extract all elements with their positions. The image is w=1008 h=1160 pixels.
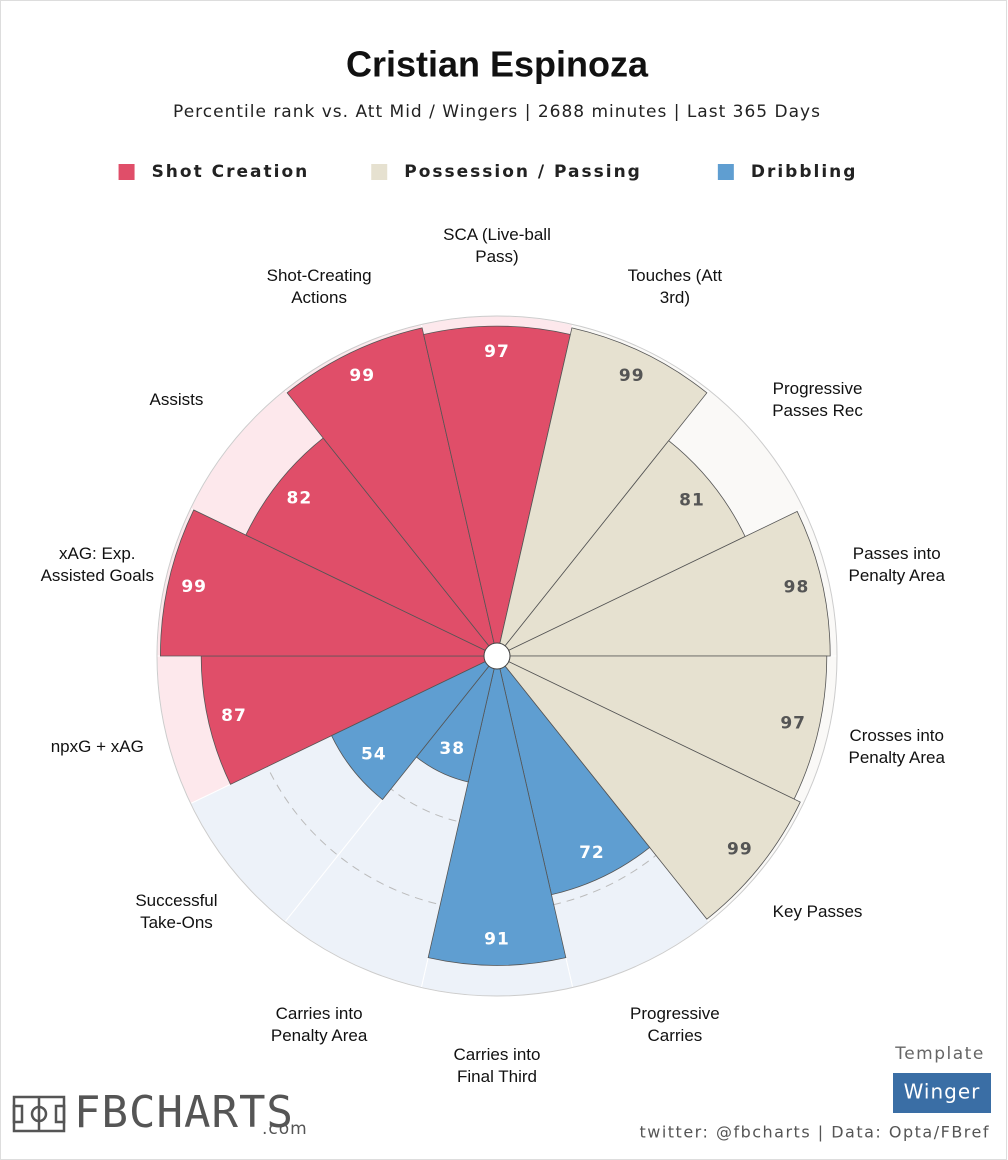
category-label: Passes into Penalty Area [848,543,945,585]
bar [427,655,567,966]
value-label: 98 [784,578,810,598]
category-label: Successful Take-Ons [135,890,218,932]
legend: Shot Creation Possession / Passing Dribbli… [118,162,858,182]
value-label: 97 [780,714,806,734]
category-label: Carries into Penalty Area [270,1004,368,1046]
value-label: 99 [727,840,753,860]
legend-label: Shot Creation [152,162,310,182]
value-label: 87 [221,706,247,726]
logo-icon [12,1095,66,1133]
value-label: 99 [181,577,207,597]
category-label: Assists [149,390,204,410]
logo-suffix: .com [262,1119,308,1139]
category-label: Progressive Passes Rec [772,379,863,421]
bar [496,510,831,657]
bar [331,655,498,801]
template-badge [893,1073,991,1113]
category-label: npxG + xAG [50,737,144,757]
category-label: Touches (Att 3rd) [627,265,723,307]
category-label: Carries into Final Third [453,1045,541,1086]
outer-ring [156,315,838,997]
value-label: 81 [679,491,705,511]
center-hole [483,642,511,670]
category-label: SCA (Live-ball Pass) [443,225,551,266]
legend-label: Dribbling [751,162,858,182]
credit: twitter: @fbcharts | Data: Opta/FBref [639,1123,990,1142]
value-label: 91 [484,929,510,949]
bar [496,655,801,920]
value-labels: 87 99 82 99 97 99 81 98 97 99 72 91 38 54 [181,342,810,949]
bar [245,437,498,657]
bars [159,325,831,966]
value-label: 82 [287,488,313,508]
category-label: Progressive Carries [630,1004,720,1046]
value-label: 72 [579,843,605,863]
chart-subtitle: Percentile rank vs. Att Mid / Wingers | … [173,102,821,122]
bar [423,325,571,657]
bar [286,327,498,657]
chart-title: Cristian Espinoza [346,44,649,85]
bar [496,655,828,800]
bar [496,327,708,657]
value-label: 38 [439,739,465,759]
value-label: 54 [361,744,387,764]
value-label: 99 [619,366,645,386]
category-label: xAG: Exp. Assisted Goals [40,543,154,585]
value-label: 99 [349,366,375,386]
legend-swatch [371,164,388,180]
bar [200,655,498,785]
category-label: Shot-Creating Actions [266,265,372,307]
template-label: Template [894,1044,985,1064]
template: Winger [904,1080,981,1104]
bar [496,440,746,657]
bar [159,509,498,657]
value-label: 97 [484,342,510,362]
logo: FBCHARTS [74,1087,294,1138]
category-label: Crosses into Penalty Area [848,726,945,768]
legend-label: Possession / Passing [404,162,642,182]
category-label: Key Passes [772,901,863,921]
legend-swatch [717,164,734,180]
bar [496,655,651,896]
legend-swatch [118,164,135,180]
